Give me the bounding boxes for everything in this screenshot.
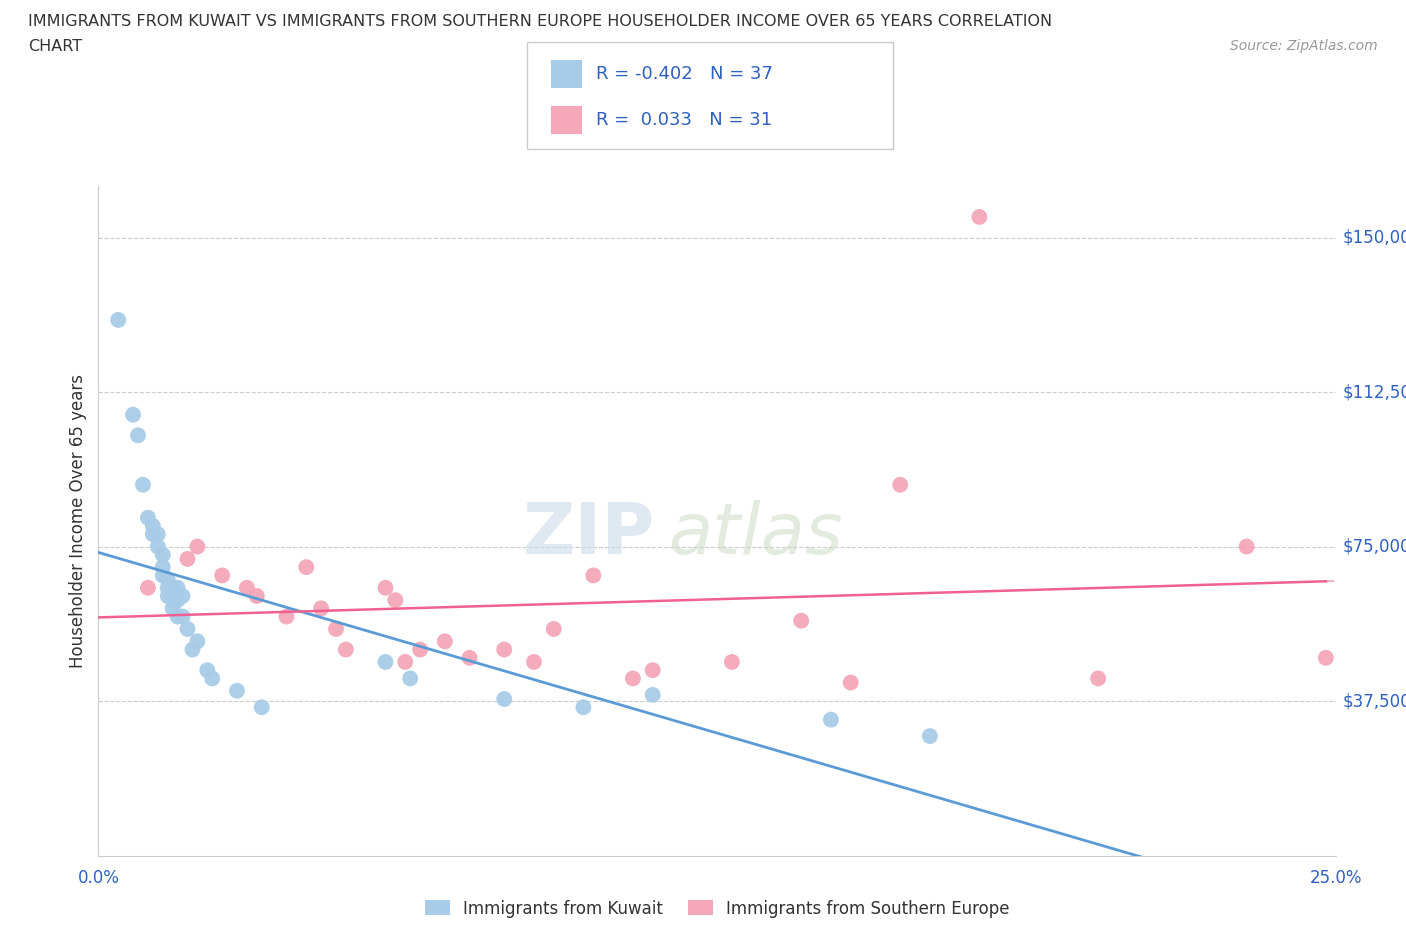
Point (458, 650, 481, 665)
Point (136, 511, 159, 525)
Point (790, 613, 813, 628)
Point (839, 675, 862, 690)
Point (162, 601, 184, 616)
Point (394, 655, 416, 670)
Text: ZIP: ZIP (523, 499, 655, 568)
Point (136, 580, 159, 595)
Point (172, 589, 194, 604)
Point (166, 580, 188, 595)
Point (186, 539, 208, 554)
Point (156, 572, 179, 587)
Point (176, 551, 198, 566)
Text: $37,500: $37,500 (1343, 692, 1406, 711)
Point (201, 671, 224, 685)
Point (146, 539, 169, 554)
Text: atlas: atlas (668, 499, 842, 568)
Point (543, 621, 565, 636)
Point (494, 642, 516, 657)
Text: R =  0.033   N = 31: R = 0.033 N = 31 (596, 111, 772, 128)
Point (152, 568, 174, 583)
Point (1087, 671, 1109, 685)
Point (721, 655, 744, 670)
Point (226, 684, 249, 698)
Point (335, 642, 357, 657)
Text: $75,000: $75,000 (1343, 538, 1406, 555)
Point (1315, 650, 1337, 665)
Point (523, 655, 546, 670)
Point (186, 634, 208, 649)
Point (152, 560, 174, 575)
Point (236, 580, 259, 595)
Point (246, 589, 269, 604)
Point (107, 312, 129, 327)
Text: CHART: CHART (28, 39, 82, 54)
Point (162, 592, 184, 607)
Point (122, 407, 145, 422)
Point (399, 671, 422, 685)
Text: Source: ZipAtlas.com: Source: ZipAtlas.com (1230, 39, 1378, 53)
Point (494, 692, 516, 707)
Point (176, 621, 198, 636)
Point (409, 642, 432, 657)
Point (181, 642, 204, 657)
Point (127, 428, 149, 443)
Text: $150,000: $150,000 (1343, 229, 1406, 246)
Point (211, 568, 233, 583)
Point (166, 592, 188, 607)
Point (195, 663, 218, 678)
Point (374, 580, 396, 595)
Point (132, 477, 155, 492)
Point (325, 621, 347, 636)
Point (889, 477, 911, 492)
Y-axis label: Householder Income Over 65 years: Householder Income Over 65 years (69, 374, 87, 668)
Point (1236, 539, 1258, 554)
Point (142, 519, 165, 534)
Point (969, 209, 991, 224)
Legend: Immigrants from Kuwait, Immigrants from Southern Europe: Immigrants from Kuwait, Immigrants from … (418, 893, 1017, 924)
Point (162, 580, 184, 595)
Point (156, 580, 179, 595)
Point (433, 634, 456, 649)
Point (309, 601, 332, 616)
Point (276, 609, 298, 624)
Point (152, 548, 174, 563)
Point (384, 592, 406, 607)
Text: $112,500: $112,500 (1343, 383, 1406, 401)
Point (572, 699, 595, 714)
Point (918, 729, 941, 744)
Point (641, 663, 664, 678)
Point (621, 671, 644, 685)
Point (820, 712, 842, 727)
Point (582, 568, 605, 583)
Point (172, 609, 194, 624)
Point (146, 526, 169, 541)
Point (641, 687, 664, 702)
Text: R = -0.402   N = 37: R = -0.402 N = 37 (596, 65, 773, 83)
Point (156, 589, 179, 604)
Text: IMMIGRANTS FROM KUWAIT VS IMMIGRANTS FROM SOUTHERN EUROPE HOUSEHOLDER INCOME OVE: IMMIGRANTS FROM KUWAIT VS IMMIGRANTS FRO… (28, 14, 1052, 29)
Point (142, 526, 165, 541)
Point (295, 560, 318, 575)
Point (374, 655, 396, 670)
Point (250, 699, 273, 714)
Point (166, 609, 188, 624)
